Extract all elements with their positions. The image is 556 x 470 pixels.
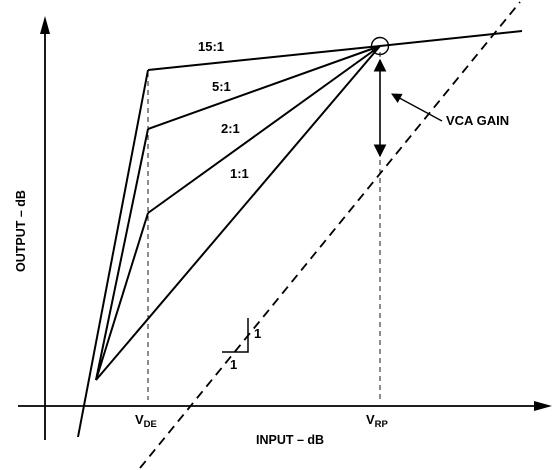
y-axis-title: OUTPUT – dB <box>14 190 28 272</box>
ratio-line-5to1 <box>147 45 381 130</box>
ratio-line-2to1 <box>147 45 381 214</box>
post-rotation-line <box>379 30 523 47</box>
ratio-line-1to1 <box>95 45 381 381</box>
tick-vrp: VRP <box>366 412 389 430</box>
x-axis-title: INPUT – dB <box>256 433 324 447</box>
expander-tail-5to1 <box>95 128 149 381</box>
rotation-point-marker <box>370 36 390 56</box>
tick-vde: VDE <box>135 412 157 430</box>
x-axis-arrowhead <box>534 401 552 411</box>
label-5to1: 5:1 <box>212 79 231 94</box>
unity-gain-dashed-line <box>139 1 521 469</box>
expander-line <box>77 69 149 438</box>
slope-rise-label: 1 <box>254 326 261 341</box>
y-axis-arrowhead <box>40 16 50 34</box>
label-vca-gain: VCA GAIN <box>446 113 509 128</box>
slope-triangle <box>222 318 249 353</box>
label-1to1: 1:1 <box>230 166 249 181</box>
label-2to1: 2:1 <box>221 121 240 136</box>
ratio-line-15to1 <box>147 45 381 71</box>
label-15to1: 15:1 <box>198 39 224 54</box>
expander-tail-2to1 <box>95 212 149 381</box>
slope-run-label: 1 <box>230 357 237 372</box>
vca-gain-pointer <box>391 93 443 122</box>
